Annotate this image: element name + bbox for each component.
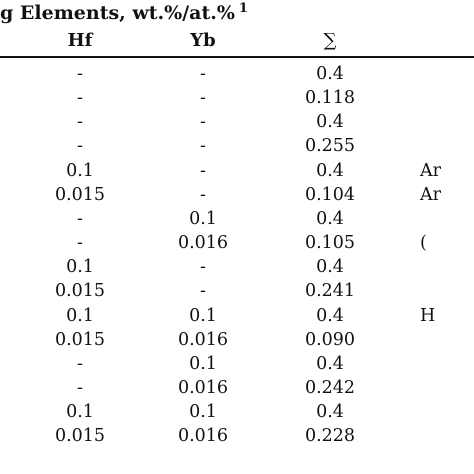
table-cell-hf: 0.015 <box>54 281 106 301</box>
table-cell-hf: - <box>77 209 83 229</box>
table-cell-hf: 0.015 <box>54 185 106 205</box>
table-cell-hf: 0.015 <box>54 330 106 350</box>
table-cell-hf: - <box>77 64 83 84</box>
table-cell-yb: 0.016 <box>177 378 229 398</box>
table-cell-sum: 0.255 <box>304 136 356 156</box>
table-cell-hf: 0.1 <box>66 257 94 277</box>
table-cell-sum: 0.228 <box>304 426 356 446</box>
table-cell-sum: 0.242 <box>304 378 356 398</box>
table-cell-sum: 0.118 <box>304 88 356 108</box>
table-cell-yb: 0.016 <box>177 330 229 350</box>
table-cell-yb: 0.1 <box>189 306 217 326</box>
table-cell-hf: - <box>77 136 83 156</box>
table-cell-yb: - <box>200 185 206 205</box>
table-cell-yb: - <box>200 281 206 301</box>
table-cell-yb: - <box>200 112 206 132</box>
table-cell-yb: 0.1 <box>189 354 217 374</box>
table-cell-sum: 0.104 <box>304 185 356 205</box>
table-cell-hf: 0.1 <box>66 306 94 326</box>
column-header-sum: ∑ <box>323 30 337 51</box>
table-cell-yb: 0.1 <box>189 402 217 422</box>
table-title-footnote: 1 <box>238 1 248 16</box>
table-cell-sum: 0.4 <box>316 209 344 229</box>
table-cell-sum: 0.241 <box>304 281 356 301</box>
table-cell-sum: 0.105 <box>304 233 356 253</box>
table-cell-sum: 0.4 <box>316 402 344 422</box>
table-cell-hf: - <box>77 112 83 132</box>
table-title: g Elements, wt.%/at.% 1 <box>0 1 248 24</box>
table-cell-sum: 0.090 <box>304 330 356 350</box>
table-title-text: g Elements, wt.%/at.% <box>0 2 235 24</box>
table-cell-sum: 0.4 <box>316 161 344 181</box>
table-cell-sum: 0.4 <box>316 112 344 132</box>
table-cell-sum: 0.4 <box>316 306 344 326</box>
table-cell-hf: 0.015 <box>54 426 106 446</box>
table-cell-yb: - <box>200 88 206 108</box>
column-header-yb: Yb <box>190 30 216 51</box>
table-cell-hf: - <box>77 88 83 108</box>
table-cell-hf: - <box>77 233 83 253</box>
table-cell-sum: 0.4 <box>316 354 344 374</box>
table-cell-hf: 0.1 <box>66 161 94 181</box>
table-cell-yb: - <box>200 257 206 277</box>
table-cell-note: Ar <box>420 185 442 205</box>
table-cell-note: H <box>420 306 436 326</box>
table-cell-hf: 0.1 <box>66 402 94 422</box>
table-cell-yb: - <box>200 64 206 84</box>
table-cell-yb: - <box>200 136 206 156</box>
header-rule <box>0 56 474 58</box>
table-cell-note: ( <box>420 233 427 253</box>
table-cell-yb: 0.1 <box>189 209 217 229</box>
table-cell-hf: - <box>77 354 83 374</box>
table-cell-yb: 0.016 <box>177 426 229 446</box>
table-cell-sum: 0.4 <box>316 64 344 84</box>
table-cell-hf: - <box>77 378 83 398</box>
table-cell-sum: 0.4 <box>316 257 344 277</box>
column-header-hf: Hf <box>67 30 93 51</box>
table-cell-yb: - <box>200 161 206 181</box>
table-cell-yb: 0.016 <box>177 233 229 253</box>
table-cell-note: Ar <box>420 161 442 181</box>
